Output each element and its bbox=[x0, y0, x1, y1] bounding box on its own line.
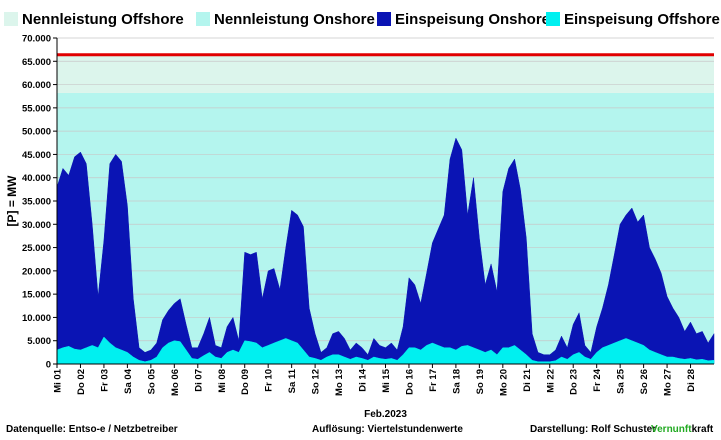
legend-label-onshore-feedin: Einspeisung Onshore bbox=[395, 10, 551, 28]
x-tick-label: Di 14 bbox=[358, 368, 369, 391]
x-tick-label: Mi 22 bbox=[545, 369, 556, 393]
chart-legend: Nennleistung Offshore Nennleistung Onsho… bbox=[0, 8, 721, 30]
x-tick-label: So 26 bbox=[639, 369, 650, 394]
legend-label-onshore-capacity: Nennleistung Onshore bbox=[214, 10, 375, 28]
x-tick-label: Mo 20 bbox=[498, 369, 509, 396]
x-tick-label: So 19 bbox=[475, 369, 486, 394]
x-axis-title: Feb.2023 bbox=[364, 409, 407, 420]
x-tick-label: Fr 17 bbox=[428, 369, 439, 392]
y-tick-label: 70.000 bbox=[22, 34, 51, 45]
x-tick-label: Mo 06 bbox=[170, 369, 181, 396]
brand-part-vernunft: Vernunft bbox=[651, 424, 692, 435]
author-note: Darstellung: Rolf Schuster bbox=[530, 424, 657, 435]
y-tick-label: 20.000 bbox=[22, 266, 51, 277]
y-tick-label: 10.000 bbox=[22, 313, 51, 324]
x-tick-label: Fr 03 bbox=[99, 369, 110, 392]
y-tick-label: 25.000 bbox=[22, 243, 51, 254]
x-tick-label: Mo 13 bbox=[334, 369, 345, 396]
series-area-onshore bbox=[56, 137, 715, 365]
data-source-note: Datenquelle: Entso-e / Netzbetreiber bbox=[6, 424, 178, 435]
y-tick-label: 55.000 bbox=[22, 103, 51, 114]
y-tick-label: 0 bbox=[46, 360, 51, 371]
offshore-capacity-band bbox=[57, 54, 714, 93]
y-tick-label: 30.000 bbox=[22, 220, 51, 231]
x-tick-label: Sa 04 bbox=[123, 368, 134, 394]
series-area-offshore bbox=[56, 336, 715, 365]
x-tick-label: Sa 18 bbox=[451, 369, 462, 394]
legend-swatch-onshore-capacity bbox=[196, 12, 210, 26]
x-tick-label: Mi 08 bbox=[217, 369, 228, 393]
y-tick-label: 5.000 bbox=[27, 336, 51, 347]
y-tick-label: 15.000 bbox=[22, 290, 51, 301]
legend-swatch-offshore-capacity bbox=[4, 12, 18, 26]
brand-logo: Vernunftkraft bbox=[651, 424, 713, 435]
brand-part-kraft: kraft bbox=[691, 424, 714, 435]
x-tick-label: Di 21 bbox=[522, 368, 533, 391]
y-tick-label: 35.000 bbox=[22, 197, 51, 208]
legend-item-onshore-feedin: Einspeisung Onshore bbox=[377, 8, 550, 30]
x-tick-label: Di 07 bbox=[193, 369, 204, 392]
y-tick-label: 60.000 bbox=[22, 80, 51, 91]
x-tick-label: Mo 27 bbox=[663, 369, 674, 396]
x-tick-label: So 12 bbox=[311, 369, 322, 394]
x-tick-label: Sa 25 bbox=[616, 368, 627, 394]
legend-item-offshore-feedin: Einspeisung Offshore bbox=[546, 8, 720, 30]
x-tick-label: Fr 24 bbox=[592, 368, 603, 391]
resolution-note: Auflösung: Viertelstundenwerte bbox=[312, 424, 463, 435]
y-tick-label: 40.000 bbox=[22, 173, 51, 184]
y-axis-title: [P] = MW bbox=[5, 175, 19, 227]
x-tick-label: Di 28 bbox=[686, 369, 697, 392]
y-tick-label: 65.000 bbox=[22, 57, 51, 68]
x-tick-label: Do 09 bbox=[240, 369, 251, 395]
legend-swatch-offshore-feedin bbox=[546, 12, 560, 26]
x-tick-label: Fr 10 bbox=[264, 369, 275, 392]
y-tick-label: 45.000 bbox=[22, 150, 51, 161]
x-tick-label: Mi 01 bbox=[53, 368, 64, 392]
legend-item-onshore-capacity: Nennleistung Onshore bbox=[196, 8, 375, 30]
legend-label-offshore-capacity: Nennleistung Offshore bbox=[22, 10, 184, 28]
x-tick-label: Do 16 bbox=[404, 369, 415, 395]
legend-label-offshore-feedin: Einspeisung Offshore bbox=[564, 10, 720, 28]
x-tick-label: Do 23 bbox=[569, 369, 580, 395]
legend-item-offshore-capacity: Nennleistung Offshore bbox=[4, 8, 184, 30]
x-tick-label: So 05 bbox=[146, 368, 157, 394]
x-tick-label: Sa 11 bbox=[287, 368, 298, 393]
x-tick-label: Do 02 bbox=[76, 369, 87, 395]
y-tick-label: 50.000 bbox=[22, 127, 51, 138]
x-tick-label: Mi 15 bbox=[381, 368, 392, 392]
legend-swatch-onshore-feedin bbox=[377, 12, 391, 26]
